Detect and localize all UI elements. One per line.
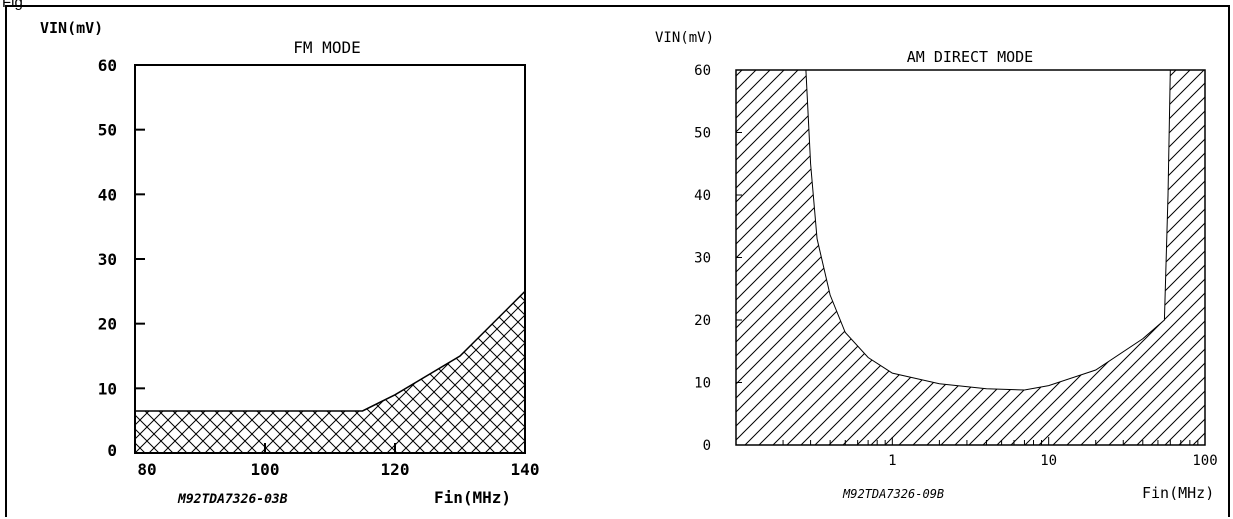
fm-xlabel: Fin(MHz) [434,488,511,507]
figure-frame [5,5,1230,517]
fm-x-ticks: 80 100 120 140 [137,443,539,479]
fm-boundary-series [135,290,526,412]
fm-y-tick-label: 10 [98,379,117,398]
am-direct-mode-chart: VIN(mV) AM DIRECT MODE 0 10 20 30 40 50 60 1 10… [655,30,1218,502]
am-x-tick-label: 10 [1040,453,1057,469]
fm-x-tick-label: 140 [511,460,540,479]
am-xlabel: Fin(MHz) [1142,484,1214,502]
am-x-tick-label: 100 [1192,453,1217,469]
fm-code: M92TDA7326-03B [177,492,288,507]
fm-hatch-region [135,291,525,453]
fm-y-tick-label: 60 [98,56,117,75]
fm-title: FM MODE [293,38,360,57]
am-x-ticks: 1 10 100 [782,437,1218,469]
fm-y-tick-label: 50 [98,121,117,140]
fm-hatch-area [135,291,525,453]
fm-x-tick-label: 120 [381,460,410,479]
am-title: AM DIRECT MODE [907,48,1033,66]
fm-mode-chart: VIN(mV) FM MODE 0 10 20 30 40 50 60 80 100 120 14… [40,19,539,507]
am-hatch-area [736,70,1205,445]
am-y-tick-label: 50 [694,126,711,142]
fm-x-tick-label: 100 [251,460,280,479]
fm-y-tick-label: 20 [98,315,117,334]
fm-y-ticks: 0 10 20 30 40 50 60 [98,56,145,460]
am-y-tick-label: 60 [694,63,711,79]
am-hatch-region [736,70,1205,445]
am-x-tick-label: 1 [888,453,896,469]
fm-y-tick-label: 40 [98,185,117,204]
am-code: M92TDA7326-09B [842,487,944,501]
am-y-ticks: 0 10 20 30 40 50 60 [694,63,742,454]
fm-x-tick-label: 80 [137,460,156,479]
am-y-tick-label: 40 [694,188,711,204]
fm-y-tick-label: 30 [98,250,117,269]
am-y-tick-label: 0 [703,438,711,454]
am-boundary-line [805,69,1171,391]
am-y-tick-label: 20 [694,313,711,329]
fm-y-tick-label: 0 [107,441,117,460]
am-y-tick-label: 30 [694,251,711,267]
am-ylabel: VIN(mV) [655,30,714,46]
fm-boundary-line [135,290,526,412]
am-boundary-series [805,69,1171,391]
fm-ylabel: VIN(mV) [40,19,103,37]
am-y-tick-label: 10 [694,376,711,392]
